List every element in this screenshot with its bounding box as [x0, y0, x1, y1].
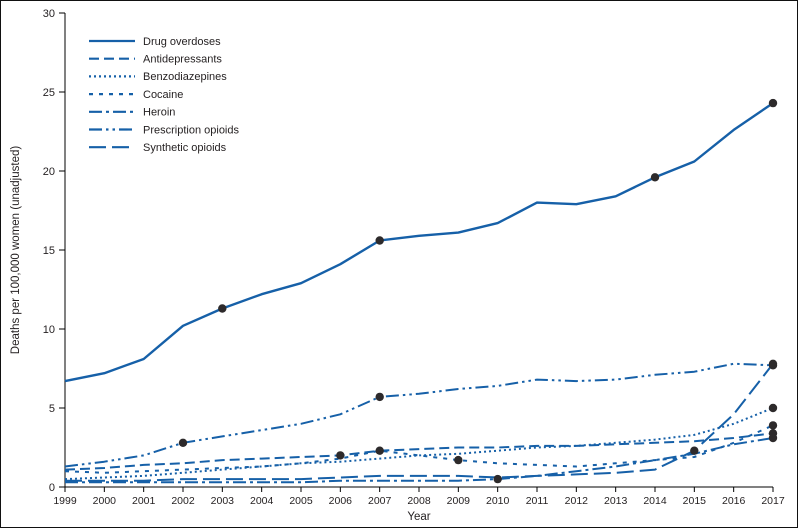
x-tick-label: 2014 — [643, 495, 667, 507]
x-tick-label: 2006 — [329, 495, 353, 507]
marker-cocaine-2009 — [454, 455, 463, 465]
marker-drug-overdoses-2007 — [375, 236, 384, 245]
y-tick-label: 0 — [49, 482, 55, 494]
legend-label-antidepressants: Antidepressants — [143, 54, 222, 66]
y-tick-label: 25 — [43, 87, 55, 99]
x-tick-label: 2001 — [132, 495, 156, 507]
x-tick-label: 2008 — [407, 495, 431, 507]
x-tick-label: 2016 — [722, 495, 746, 507]
y-tick-label: 20 — [43, 166, 55, 178]
y-tick-label: 10 — [43, 324, 55, 336]
marker-synthetic-opioids-2017 — [768, 359, 778, 368]
marker-prescription-opioids-2002 — [178, 438, 188, 447]
x-tick-label: 1999 — [53, 495, 77, 507]
legend-label-heroin: Heroin — [143, 107, 175, 119]
series-line-heroin — [65, 437, 774, 484]
marker-drug-overdoses-2017 — [768, 98, 778, 108]
legend-label-prescription-opioids: Prescription opioids — [143, 124, 239, 136]
x-tick-label: 2010 — [486, 495, 510, 507]
legend-label-benzodiazepines: Benzodiazepines — [143, 71, 227, 83]
series-line-synthetic-opioids — [65, 363, 774, 482]
x-tick-label: 2002 — [171, 495, 195, 507]
marker-drug-overdoses-2014 — [650, 173, 660, 182]
x-tick-label: 2004 — [250, 495, 274, 507]
marker-prescription-opioids-2007 — [375, 392, 384, 402]
x-tick-label: 2005 — [289, 495, 313, 507]
marker-drug-overdoses-2003 — [218, 304, 227, 313]
x-tick-label: 2015 — [683, 495, 707, 507]
y-tick-label: 30 — [43, 8, 55, 20]
legend-label-cocaine: Cocaine — [143, 89, 183, 101]
x-tick-label: 2007 — [368, 495, 392, 507]
x-tick-label: 2012 — [565, 495, 589, 507]
y-tick-label: 5 — [49, 403, 55, 415]
marker-synthetic-opioids-2015 — [690, 446, 699, 455]
legend-label-drug-overdoses: Drug overdoses — [143, 36, 221, 48]
marker-benzodiazepines-2017 — [768, 403, 778, 413]
series-line-benzodiazepines — [64, 407, 774, 481]
x-tick-label: 2013 — [604, 495, 628, 507]
legend: Drug overdoses Antidepressants Benzodiazep… — [89, 36, 239, 154]
joinpoint-markers — [178, 98, 778, 484]
x-axis-title: Year — [407, 511, 431, 523]
x-tick-label: 2003 — [211, 495, 235, 507]
legend-label-synthetic-opioids: Synthetic opioids — [143, 142, 227, 154]
marker-antidepressants-2006 — [336, 451, 345, 460]
marker-heroin-2010 — [493, 474, 502, 484]
series-line-prescription-opioids — [64, 362, 774, 468]
marker-cocaine-2007 — [375, 446, 384, 455]
series-line-antidepressants — [64, 432, 774, 471]
series-line-cocaine — [64, 424, 774, 474]
x-tick-label: 2009 — [447, 495, 471, 507]
x-tick-label: 2011 — [526, 495, 549, 507]
y-tick-labels: 0 5 10 15 20 25 30 — [43, 8, 65, 494]
y-tick-label: 15 — [43, 245, 55, 257]
x-tick-labels: 1999 2000 2001 2002 2003 2004 2005 2006 2007 2008… — [53, 487, 785, 507]
x-tick-label: 2017 — [761, 495, 785, 507]
y-axis-title: Deaths per 100,000 women (unadjusted) — [10, 145, 22, 355]
series-lines — [64, 102, 774, 484]
marker-heroin-2017 — [768, 433, 778, 443]
marker-cocaine-2017 — [768, 421, 778, 430]
x-tick-label: 2000 — [93, 495, 117, 507]
